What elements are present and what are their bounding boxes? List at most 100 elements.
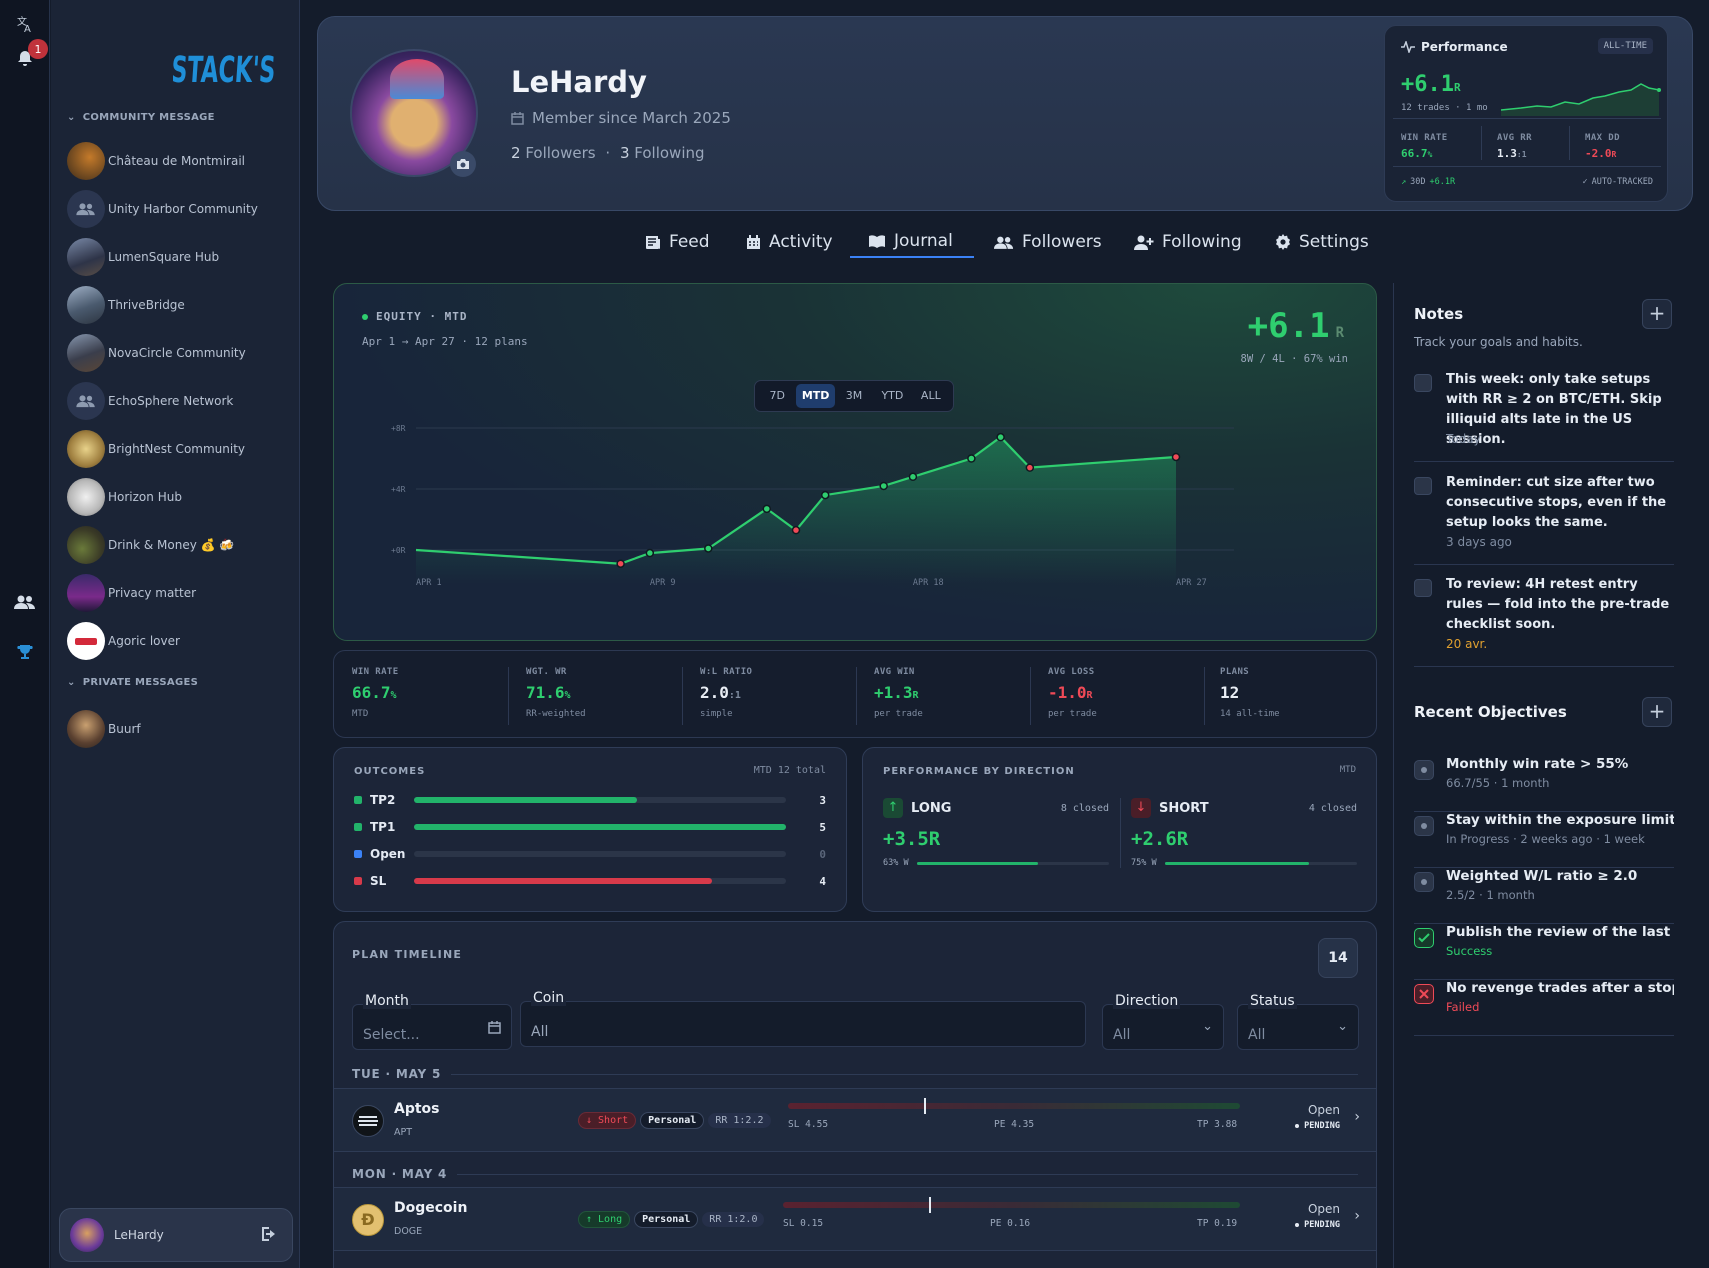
equity-point[interactable] (879, 481, 888, 491)
outcomes-card: OUTCOMES MTD 12 total TP2 3 TP1 5 Open 0 SL 4 (333, 747, 847, 912)
tab-journal[interactable]: Journal (850, 226, 974, 258)
note-item[interactable]: To review: 4H retest entry rules — fold … (1414, 575, 1674, 667)
objective-sub: Success (1446, 944, 1493, 958)
outcome-bar (414, 851, 786, 857)
timeline-day-header: TUE · MAY 5 (352, 1067, 1358, 1081)
period-all[interactable]: ALL (920, 389, 941, 402)
direction-value: +2.6R (1131, 828, 1189, 850)
calendar-icon (488, 1021, 501, 1034)
x-icon[interactable] (1414, 984, 1434, 1004)
objective-item[interactable]: Publish the review of the last m... Succe… (1414, 924, 1674, 980)
stat-sub: MTD (352, 709, 369, 719)
tab-label: Feed (669, 232, 710, 252)
status-filter[interactable]: Status All ⌄ (1237, 993, 1359, 1050)
period-3m[interactable]: 3M (845, 389, 863, 402)
period-ytd[interactable]: YTD (881, 389, 904, 402)
private-section-header[interactable]: ⌄ PRIVATE MESSAGES (67, 677, 198, 688)
community-item[interactable]: NovaCircle Community (67, 333, 246, 373)
add-note-button[interactable]: + (1642, 299, 1672, 329)
objective-status-icon[interactable] (1414, 872, 1434, 892)
community-item[interactable]: LumenSquare Hub (67, 237, 219, 277)
community-item[interactable]: ThriveBridge (67, 285, 185, 325)
period-7d[interactable]: 7D (769, 389, 785, 402)
stats-strip: WIN RATE 66.7% MTD WGT. WR 71.6% RR-weig… (333, 650, 1377, 738)
legend-swatch (354, 823, 362, 831)
check-icon[interactable] (1414, 928, 1434, 948)
logout-icon[interactable] (260, 1226, 278, 1245)
equity-point[interactable] (996, 432, 1005, 442)
equity-point[interactable] (645, 548, 655, 558)
outcomes-meta: MTD 12 total (753, 765, 826, 776)
equity-point[interactable] (1171, 452, 1181, 462)
objective-item[interactable]: No revenge trades after a stop l... Faile… (1414, 980, 1674, 1036)
equity-point[interactable] (820, 490, 830, 500)
direction-card: PERFORMANCE BY DIRECTION MTD ↑ LONG 8 cl… (862, 747, 1377, 912)
community-item[interactable]: Drink & Money 💰 🍻 (67, 525, 234, 565)
tab-activity[interactable]: Activity (746, 226, 833, 258)
community-item[interactable]: BrightNest Community (67, 429, 245, 469)
stat-unit: R (912, 690, 919, 701)
following-link[interactable]: 3 Following (620, 144, 705, 162)
x-tick-label: APR 9 (650, 578, 676, 588)
community-item[interactable]: Privacy matter (67, 573, 196, 613)
tab-following[interactable]: Following (1134, 226, 1242, 258)
note-item[interactable]: Reminder: cut size after two consecutive… (1414, 473, 1674, 565)
objective-item[interactable]: Stay within the exposure limit (... In Pr… (1414, 812, 1674, 868)
note-checkbox[interactable] (1414, 374, 1432, 392)
equity-point[interactable] (704, 544, 713, 553)
arrow-down-icon: ↓ (1131, 798, 1151, 818)
community-item[interactable]: Agoric lover (67, 621, 180, 661)
objective-item[interactable]: Monthly win rate > 55% 66.7/55 · 1 month (1414, 756, 1674, 812)
add-objective-button[interactable]: + (1642, 697, 1672, 727)
community-avatar (67, 574, 105, 612)
equity-point[interactable] (1025, 463, 1035, 472)
coin-filter[interactable]: Coin All (520, 990, 1086, 1047)
month-filter[interactable]: Month Select... (352, 993, 512, 1050)
users-icon[interactable] (13, 590, 37, 614)
chevron-right-icon[interactable]: › (1354, 1208, 1360, 1224)
tab-feed[interactable]: Feed (645, 226, 710, 258)
newspaper-icon (646, 235, 660, 249)
community-item[interactable]: Unity Harbor Community (67, 189, 258, 229)
community-item[interactable]: EchoSphere Network (67, 381, 233, 421)
period-mtd[interactable]: MTD (796, 384, 835, 408)
stacks-logo[interactable]: STACK'S (173, 18, 283, 90)
objective-item[interactable]: Weighted W/L ratio ≥ 2.0 2.5/2 · 1 month (1414, 868, 1674, 924)
trade-row[interactable]: Ð Dogecoin DOGE ↑ Long Personal RR 1:2.0 S… (334, 1187, 1376, 1251)
objective-status-icon[interactable] (1414, 760, 1434, 780)
camera-icon[interactable] (450, 151, 476, 177)
trade-row[interactable]: Aptos APT ↓ Short Personal RR 1:2.2 SL 4.5… (334, 1088, 1376, 1152)
chevron-right-icon[interactable]: › (1354, 1109, 1360, 1125)
coin-ticker: APT (394, 1127, 413, 1138)
equity-point[interactable] (791, 525, 801, 535)
equity-point[interactable] (908, 472, 918, 482)
equity-point[interactable] (616, 559, 625, 568)
note-checkbox[interactable] (1414, 579, 1432, 597)
bell-icon[interactable] (13, 46, 37, 70)
book-open-icon (869, 234, 885, 248)
community-section-header[interactable]: ⌄ COMMUNITY MESSAGE (67, 112, 215, 123)
current-user-box[interactable]: LeHardy (59, 1208, 293, 1262)
user-plus-icon (1134, 235, 1154, 250)
note-item[interactable]: This week: only take setups with RR ≥ 2 … (1414, 370, 1674, 462)
direction-filter-label: Direction (1113, 993, 1181, 1009)
tab-followers[interactable]: Followers (994, 226, 1102, 258)
auto-tracked: ✓ AUTO-TRACKED (1582, 177, 1653, 187)
dogecoin-coin-icon: Ð (352, 1204, 384, 1236)
tab-settings[interactable]: Settings (1275, 226, 1369, 258)
equity-point[interactable] (967, 454, 976, 463)
followers-link[interactable]: 2 Followers (511, 144, 596, 162)
equity-unit: R (1335, 325, 1344, 341)
stat-sub: per trade (1048, 709, 1097, 719)
private-item[interactable]: Buurf (67, 709, 141, 749)
equity-point[interactable] (762, 504, 772, 514)
trophy-icon[interactable] (13, 640, 37, 664)
community-item[interactable]: Château de Montmirail (67, 141, 245, 181)
objective-status-icon[interactable] (1414, 816, 1434, 836)
direction-filter[interactable]: Direction All ⌄ (1102, 993, 1224, 1050)
note-checkbox[interactable] (1414, 477, 1432, 495)
community-item[interactable]: Horizon Hub (67, 477, 182, 517)
calendar-icon (747, 234, 760, 249)
outcome-count: 5 (819, 820, 826, 834)
